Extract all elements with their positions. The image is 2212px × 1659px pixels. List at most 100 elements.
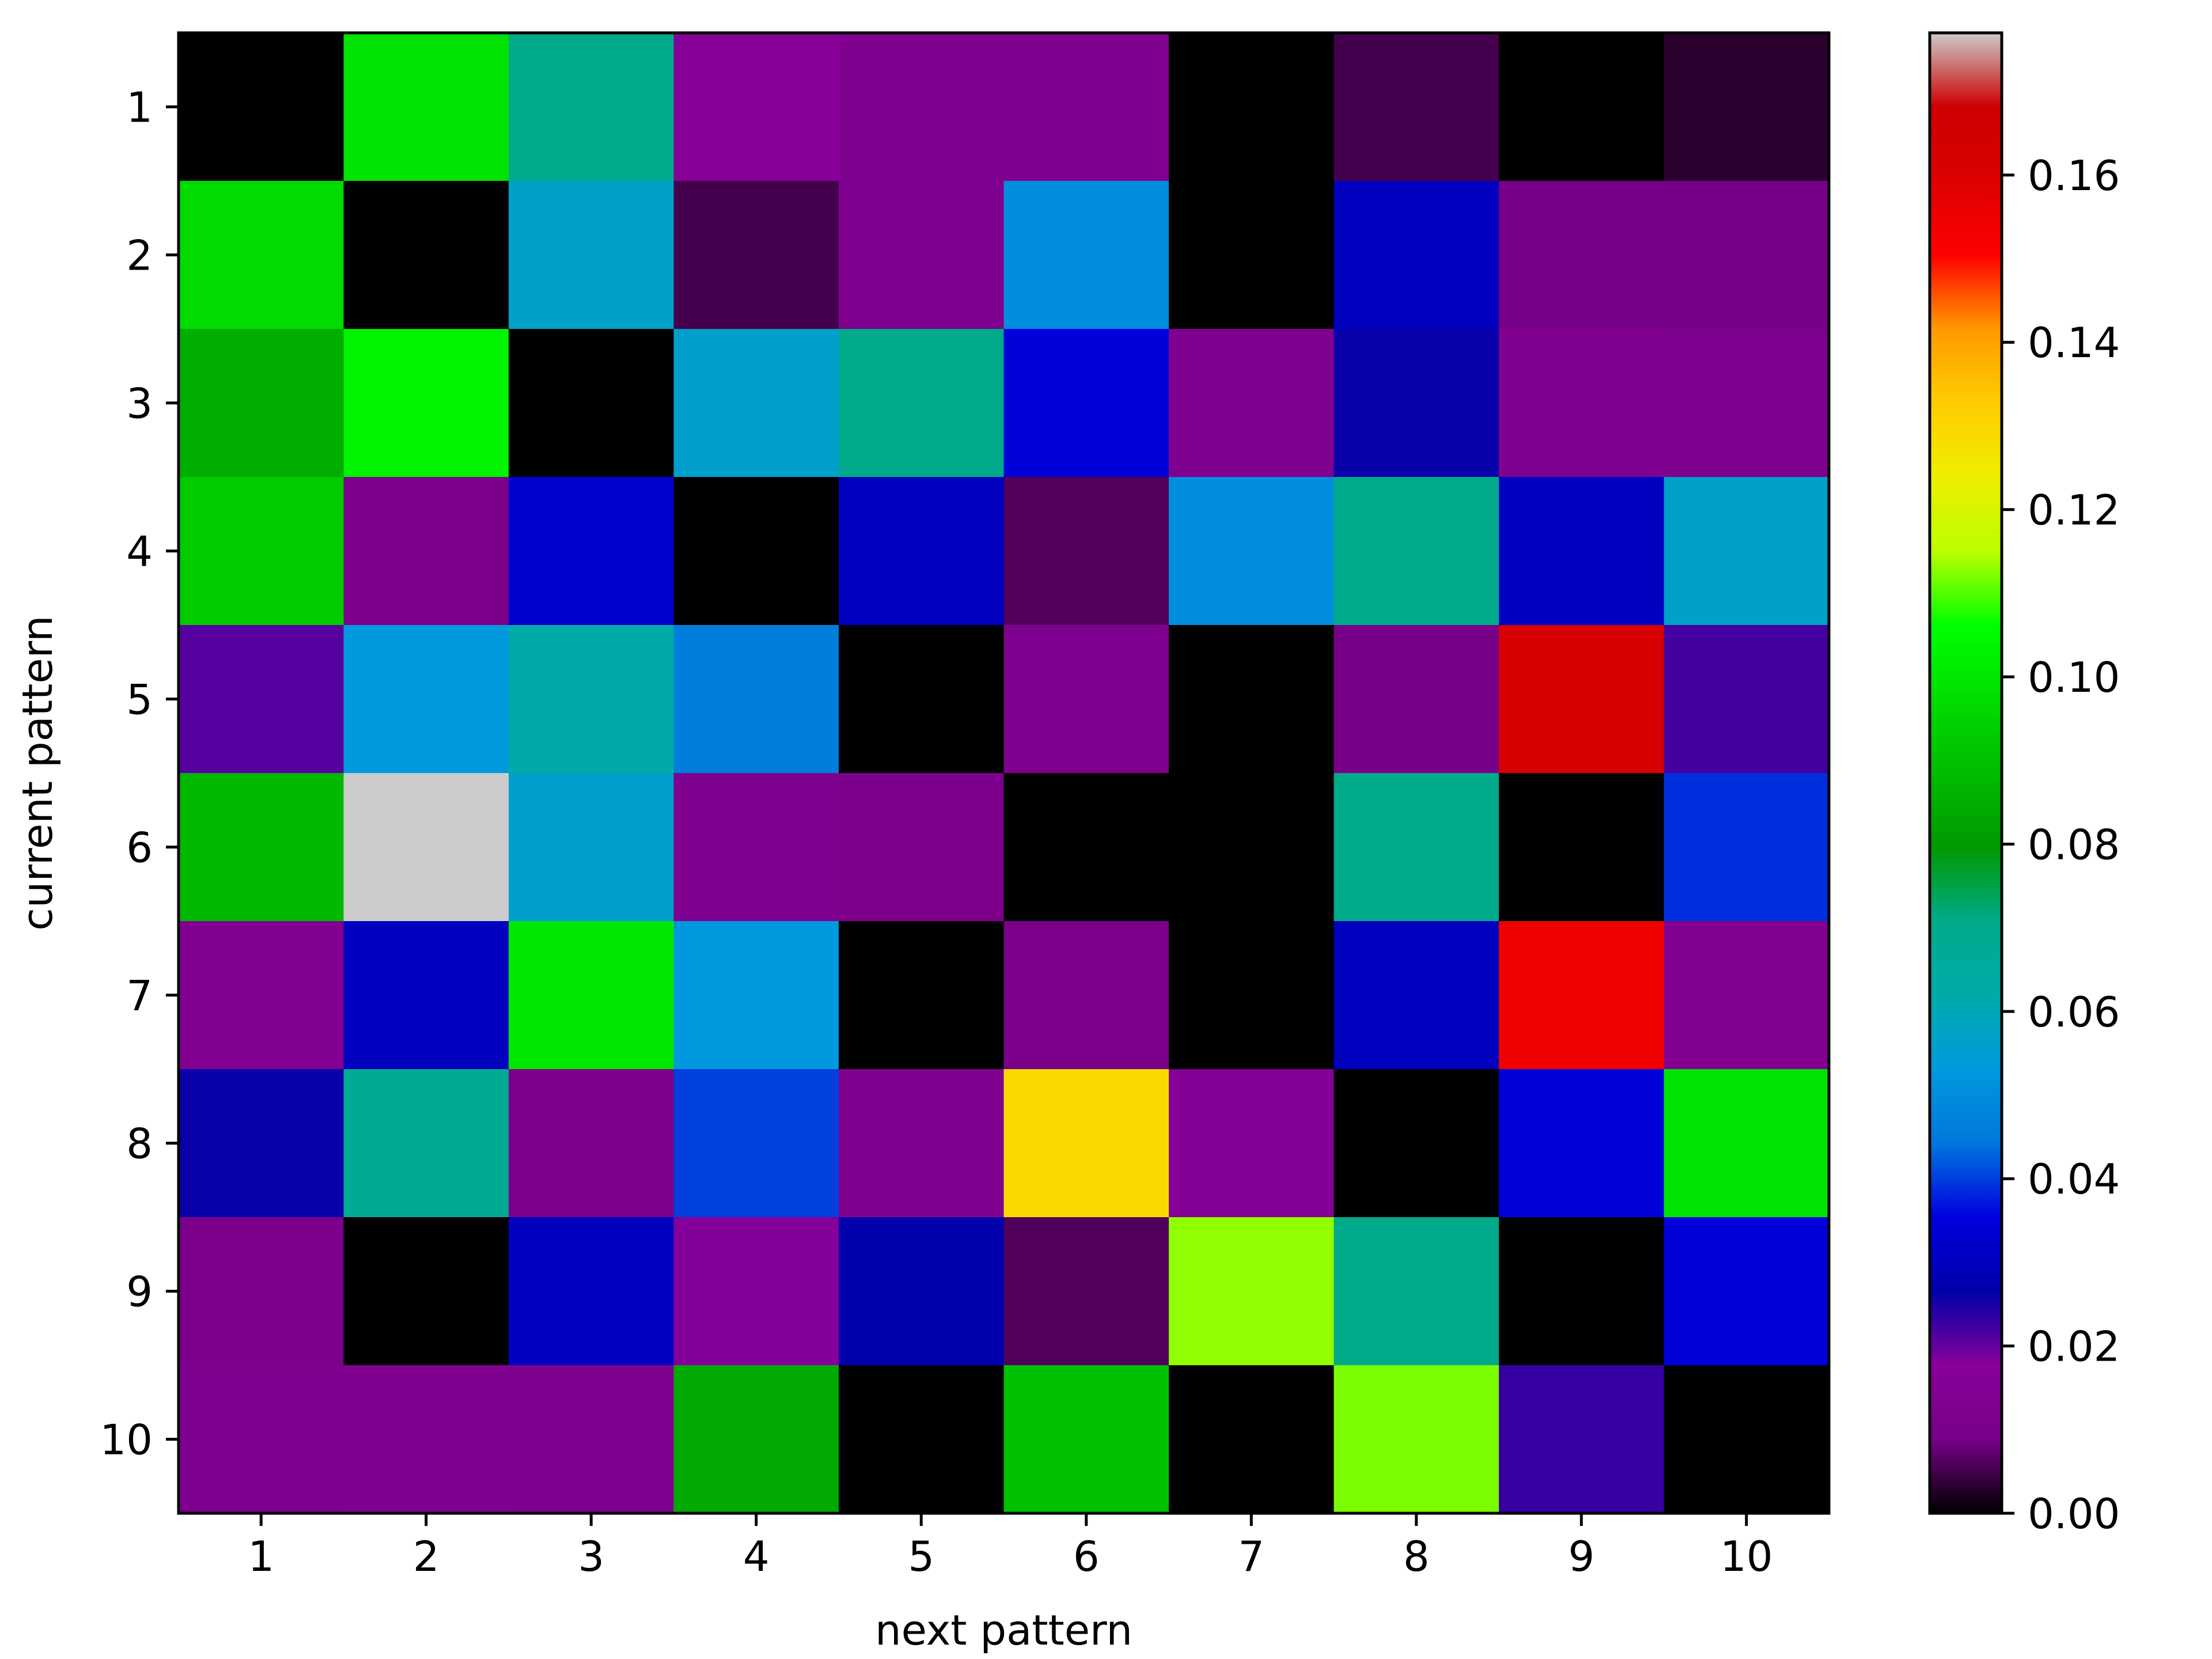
colorbar-tick-label: 0.00 xyxy=(2028,1490,2120,1538)
heatmap-cell xyxy=(343,1217,509,1366)
heatmap-cell xyxy=(839,921,1005,1070)
heatmap-cell xyxy=(179,329,344,478)
y-tick-label: 6 xyxy=(126,824,153,872)
y-tick-label: 3 xyxy=(126,380,153,428)
heatmap-cell xyxy=(179,773,344,922)
y-tick-label: 9 xyxy=(126,1268,153,1316)
heatmap-cell xyxy=(343,773,509,922)
heatmap-cell xyxy=(1003,181,1169,329)
heatmap-cell xyxy=(673,477,839,626)
x-tick-label: 9 xyxy=(1568,1532,1594,1581)
x-tick-label: 4 xyxy=(743,1532,770,1581)
heatmap-cell xyxy=(343,921,509,1070)
y-tick-label: 4 xyxy=(126,528,153,576)
heatmap-cell xyxy=(179,33,344,181)
heatmap-cell xyxy=(1499,329,1665,478)
heatmap-cell xyxy=(1169,181,1335,329)
x-tick-label: 2 xyxy=(413,1532,440,1581)
y-tick-label: 7 xyxy=(126,972,153,1020)
heatmap-cell xyxy=(509,181,675,329)
x-axis-label: next pattern xyxy=(875,1606,1132,1654)
heatmap-cell xyxy=(1499,773,1665,922)
heatmap-cell xyxy=(509,921,675,1070)
x-tick-label: 1 xyxy=(248,1532,274,1581)
colorbar-tick-label: 0.14 xyxy=(2028,319,2120,367)
heatmap-cell xyxy=(839,1217,1005,1366)
colorbar-tick-label: 0.02 xyxy=(2028,1323,2120,1371)
heatmap-cell xyxy=(179,625,344,774)
heatmap-cell xyxy=(509,773,675,922)
heatmap-cell xyxy=(1169,1217,1335,1366)
y-axis-label: current pattern xyxy=(13,615,62,930)
heatmap-cell xyxy=(1499,181,1665,329)
heatmap-cell xyxy=(1334,921,1499,1070)
heatmap-cell xyxy=(179,1217,344,1366)
heatmap-cell xyxy=(839,329,1005,478)
y-axis: 1 2 3 4 5 6 7 8 9 10 xyxy=(100,84,179,1464)
heatmap-cell xyxy=(1169,921,1335,1070)
heatmap-cell xyxy=(839,477,1005,626)
colorbar-tick-label: 0.16 xyxy=(2028,151,2120,200)
heatmap-cell xyxy=(1334,477,1499,626)
heatmap-cell xyxy=(1003,773,1169,922)
heatmap-cell xyxy=(179,181,344,329)
heatmap-cell xyxy=(343,477,509,626)
heatmap-cell xyxy=(509,1069,675,1218)
plot-frame xyxy=(177,31,1831,1515)
heatmap-cell xyxy=(1334,1217,1499,1366)
x-tick-label: 10 xyxy=(1720,1532,1773,1581)
heatmap-cell xyxy=(673,921,839,1070)
heatmap-cell xyxy=(673,1365,839,1514)
y-tick-label: 8 xyxy=(126,1120,153,1168)
heatmap-cell xyxy=(1003,329,1169,478)
colorbar-tick-label: 0.06 xyxy=(2028,988,2120,1036)
colorbar-tick-label: 0.10 xyxy=(2028,653,2120,702)
x-tick-label: 5 xyxy=(908,1532,934,1581)
heatmap-cell xyxy=(1169,625,1335,774)
heatmap-cell xyxy=(179,1069,344,1218)
heatmap-cell xyxy=(343,1365,509,1514)
heatmap-cell xyxy=(343,329,509,478)
heatmap-cell xyxy=(179,477,344,626)
heatmap-cell xyxy=(1664,625,1830,774)
heatmap-cell xyxy=(1334,1365,1499,1514)
heatmap-cell xyxy=(673,329,839,478)
x-tick-label: 6 xyxy=(1073,1532,1100,1581)
heatmap-cell xyxy=(509,1365,675,1514)
heatmap-cell xyxy=(509,625,675,774)
heatmap-cell xyxy=(1003,477,1169,626)
heatmap-cell xyxy=(1169,1365,1335,1514)
heatmap-cell xyxy=(179,1365,344,1514)
heatmap-cell xyxy=(509,477,675,626)
heatmap-cell xyxy=(1499,625,1665,774)
heatmap-cell xyxy=(1664,1217,1830,1366)
heatmap-cell xyxy=(1499,1069,1665,1218)
heatmap-cell xyxy=(1664,181,1830,329)
heatmap-cell xyxy=(1169,329,1335,478)
y-tick-label: 5 xyxy=(126,676,153,724)
colorbar-axis: 0.00 0.02 0.04 0.06 0.08 0.10 0.12 0.14 0.16 xyxy=(2002,151,2120,1538)
heatmap-cell xyxy=(1499,921,1665,1070)
heatmap-cell xyxy=(1664,477,1830,626)
heatmap-cell xyxy=(179,921,344,1070)
heatmap-cell xyxy=(1169,477,1335,626)
heatmap-cell xyxy=(839,181,1005,329)
x-tick-label: 3 xyxy=(578,1532,604,1581)
heatmap-cell xyxy=(1334,625,1499,774)
colorbar-tick-label: 0.04 xyxy=(2028,1155,2120,1203)
heatmap-cell xyxy=(1334,329,1499,478)
x-tick-label: 7 xyxy=(1238,1532,1264,1581)
heatmap-cell xyxy=(1169,1069,1335,1218)
heatmap-cell xyxy=(343,181,509,329)
heatmap-cell xyxy=(1003,625,1169,774)
heatmap-cell xyxy=(839,33,1005,181)
heatmap-cell xyxy=(343,1069,509,1218)
heatmap-cell xyxy=(1169,773,1335,922)
heatmap-cell xyxy=(839,773,1005,922)
heatmap-cell xyxy=(839,1365,1005,1514)
heatmap-cell xyxy=(1003,1069,1169,1218)
y-tick-label: 10 xyxy=(100,1416,153,1464)
heatmap-cell xyxy=(673,33,839,181)
heatmap-cell xyxy=(509,1217,675,1366)
heatmap-cell xyxy=(1664,1069,1830,1218)
